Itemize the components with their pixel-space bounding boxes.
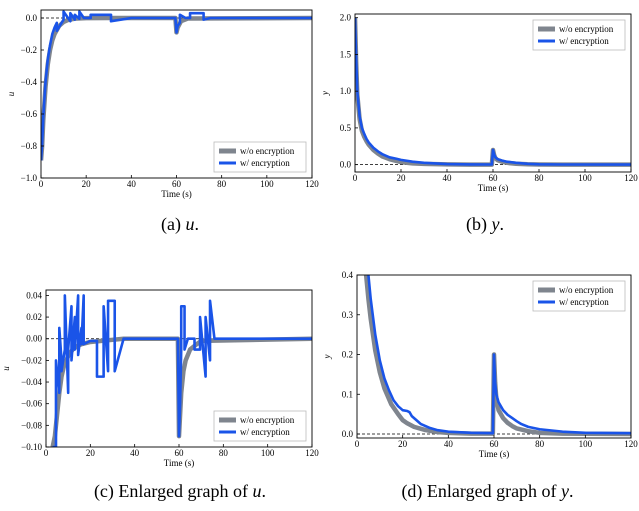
y-tick-label: −0.4 [21, 77, 38, 87]
panel-b: 0 20 40 60 80 100 120 0.0 0.5 1.0 1.5 2.0 Time (s) y w… [320, 0, 639, 255]
x-tick-label: 20 [82, 179, 92, 189]
legend-box [532, 280, 626, 312]
x-tick-label: 0 [39, 179, 44, 189]
x-tick-label: 120 [624, 439, 638, 449]
legend-entry: w/o encryption [559, 285, 614, 295]
x-tick-label: 20 [398, 439, 408, 449]
x-tick-label: 40 [127, 179, 137, 189]
y-tick-label: −0.02 [21, 355, 42, 365]
chart-u-enlarged: 0 20 40 60 80 100 120 −0.10 −0.08 −0.06 −0.04 −0.02… [1, 289, 319, 468]
series-line-without-encryption [41, 15, 312, 161]
caption-c: (c) Enlarged graph of u. [93, 481, 267, 501]
y-tick-label: −1.0 [21, 173, 38, 183]
x-tick-label: 100 [260, 179, 274, 189]
x-tick-label: 100 [261, 448, 275, 458]
caption-a: (a) u. [161, 214, 199, 234]
y-tick-label: 1.5 [340, 49, 352, 59]
y-tick-label: 0.4 [342, 270, 354, 280]
x-tick-label: 120 [305, 179, 319, 189]
x-tick-label: 40 [443, 173, 453, 183]
panel-d: 0 20 40 60 80 100 120 0.0 0.1 0.2 0.3 0.4 Time (s) y w… [320, 255, 639, 511]
legend-entry: w/o encryption [240, 146, 295, 156]
x-tick-label: 20 [86, 448, 96, 458]
legend-entry: w/o encryption [559, 24, 614, 34]
x-tick-label: 60 [490, 439, 500, 449]
x-tick-label: 60 [489, 173, 499, 183]
chart-u: 0 20 40 60 80 100 120 −1.0 −0.8 −0.6 −0.4 −0.2 0.0 Ti… [6, 9, 319, 199]
x-tick-label: 60 [172, 179, 182, 189]
caption-d: (d) Enlarged graph of y. [401, 481, 574, 501]
x-tick-label: 0 [355, 439, 360, 449]
x-tick-label: 80 [535, 173, 545, 183]
x-tick-label: 80 [535, 439, 545, 449]
x-tick-label: 100 [579, 439, 593, 449]
x-tick-label: 40 [130, 448, 140, 458]
legend-entry: w/ encryption [559, 297, 609, 307]
y-tick-label: 0.2 [342, 350, 353, 360]
y-axis-label: u [1, 366, 11, 371]
x-axis-label: Time (s) [478, 183, 508, 193]
y-tick-label: 0.0 [26, 13, 38, 23]
series-line-with-encryption [41, 10, 312, 161]
x-tick-label: 40 [444, 439, 454, 449]
y-tick-label: −0.06 [21, 399, 42, 409]
legend-entry: w/ encryption [240, 158, 290, 168]
y-tick-label: −0.8 [21, 141, 38, 151]
x-tick-label: 100 [578, 173, 592, 183]
y-tick-label: 0.3 [342, 310, 354, 320]
y-tick-label: −0.04 [21, 377, 42, 387]
panel-a: 0 20 40 60 80 100 120 −1.0 −0.8 −0.6 −0.4 −0.2 0.0 Ti… [0, 0, 320, 255]
x-axis-label: Time (s) [479, 449, 509, 459]
x-tick-label: 60 [175, 448, 185, 458]
y-tick-label: −0.10 [21, 442, 42, 452]
y-tick-label: 0.5 [340, 123, 352, 133]
y-axis-label: u [6, 91, 16, 96]
y-axis-label: y [320, 91, 330, 96]
caption-b: (b) y. [466, 214, 504, 234]
legend-box [532, 19, 626, 51]
y-tick-label: 0.0 [340, 160, 352, 170]
legend-entry: w/ encryption [240, 427, 290, 437]
legend-box [213, 410, 307, 442]
x-tick-label: 120 [624, 173, 638, 183]
x-axis-label: Time (s) [164, 458, 194, 468]
panel-c: 0 20 40 60 80 100 120 −0.10 −0.08 −0.06 −0.04 −0.02… [0, 255, 320, 511]
y-tick-label: 0.1 [342, 389, 353, 399]
y-tick-label: −0.6 [21, 109, 38, 119]
x-tick-label: 80 [219, 448, 229, 458]
y-axis-label: y [322, 355, 332, 360]
x-tick-label: 0 [353, 173, 358, 183]
y-tick-label: −0.08 [21, 420, 42, 430]
legend-entry: w/ encryption [559, 36, 609, 46]
x-tick-label: 80 [217, 179, 227, 189]
y-tick-label: 2.0 [340, 13, 352, 23]
y-tick-label: 0.02 [26, 312, 42, 322]
x-tick-label: 120 [305, 448, 319, 458]
x-tick-label: 20 [397, 173, 407, 183]
y-tick-label: 1.0 [340, 86, 352, 96]
series-line-with-encryption [367, 275, 631, 435]
series-line-with-encryption [355, 17, 631, 166]
legend-entry: w/o encryption [240, 415, 295, 425]
chart-y: 0 20 40 60 80 100 120 0.0 0.5 1.0 1.5 2.0 Time (s) y w… [320, 13, 638, 193]
y-tick-label: 0.00 [26, 334, 42, 344]
x-tick-label: 0 [44, 448, 49, 458]
series-line-without-encryption [50, 336, 312, 447]
legend-box [213, 141, 307, 173]
y-tick-label: 0.04 [26, 290, 42, 300]
series-line-with-encryption [52, 294, 312, 447]
y-tick-label: 0.0 [342, 429, 354, 439]
x-axis-label: Time (s) [161, 189, 191, 199]
chart-y-enlarged: 0 20 40 60 80 100 120 0.0 0.1 0.2 0.3 0.4 Time (s) y w… [322, 270, 638, 459]
y-tick-label: −0.2 [21, 45, 37, 55]
